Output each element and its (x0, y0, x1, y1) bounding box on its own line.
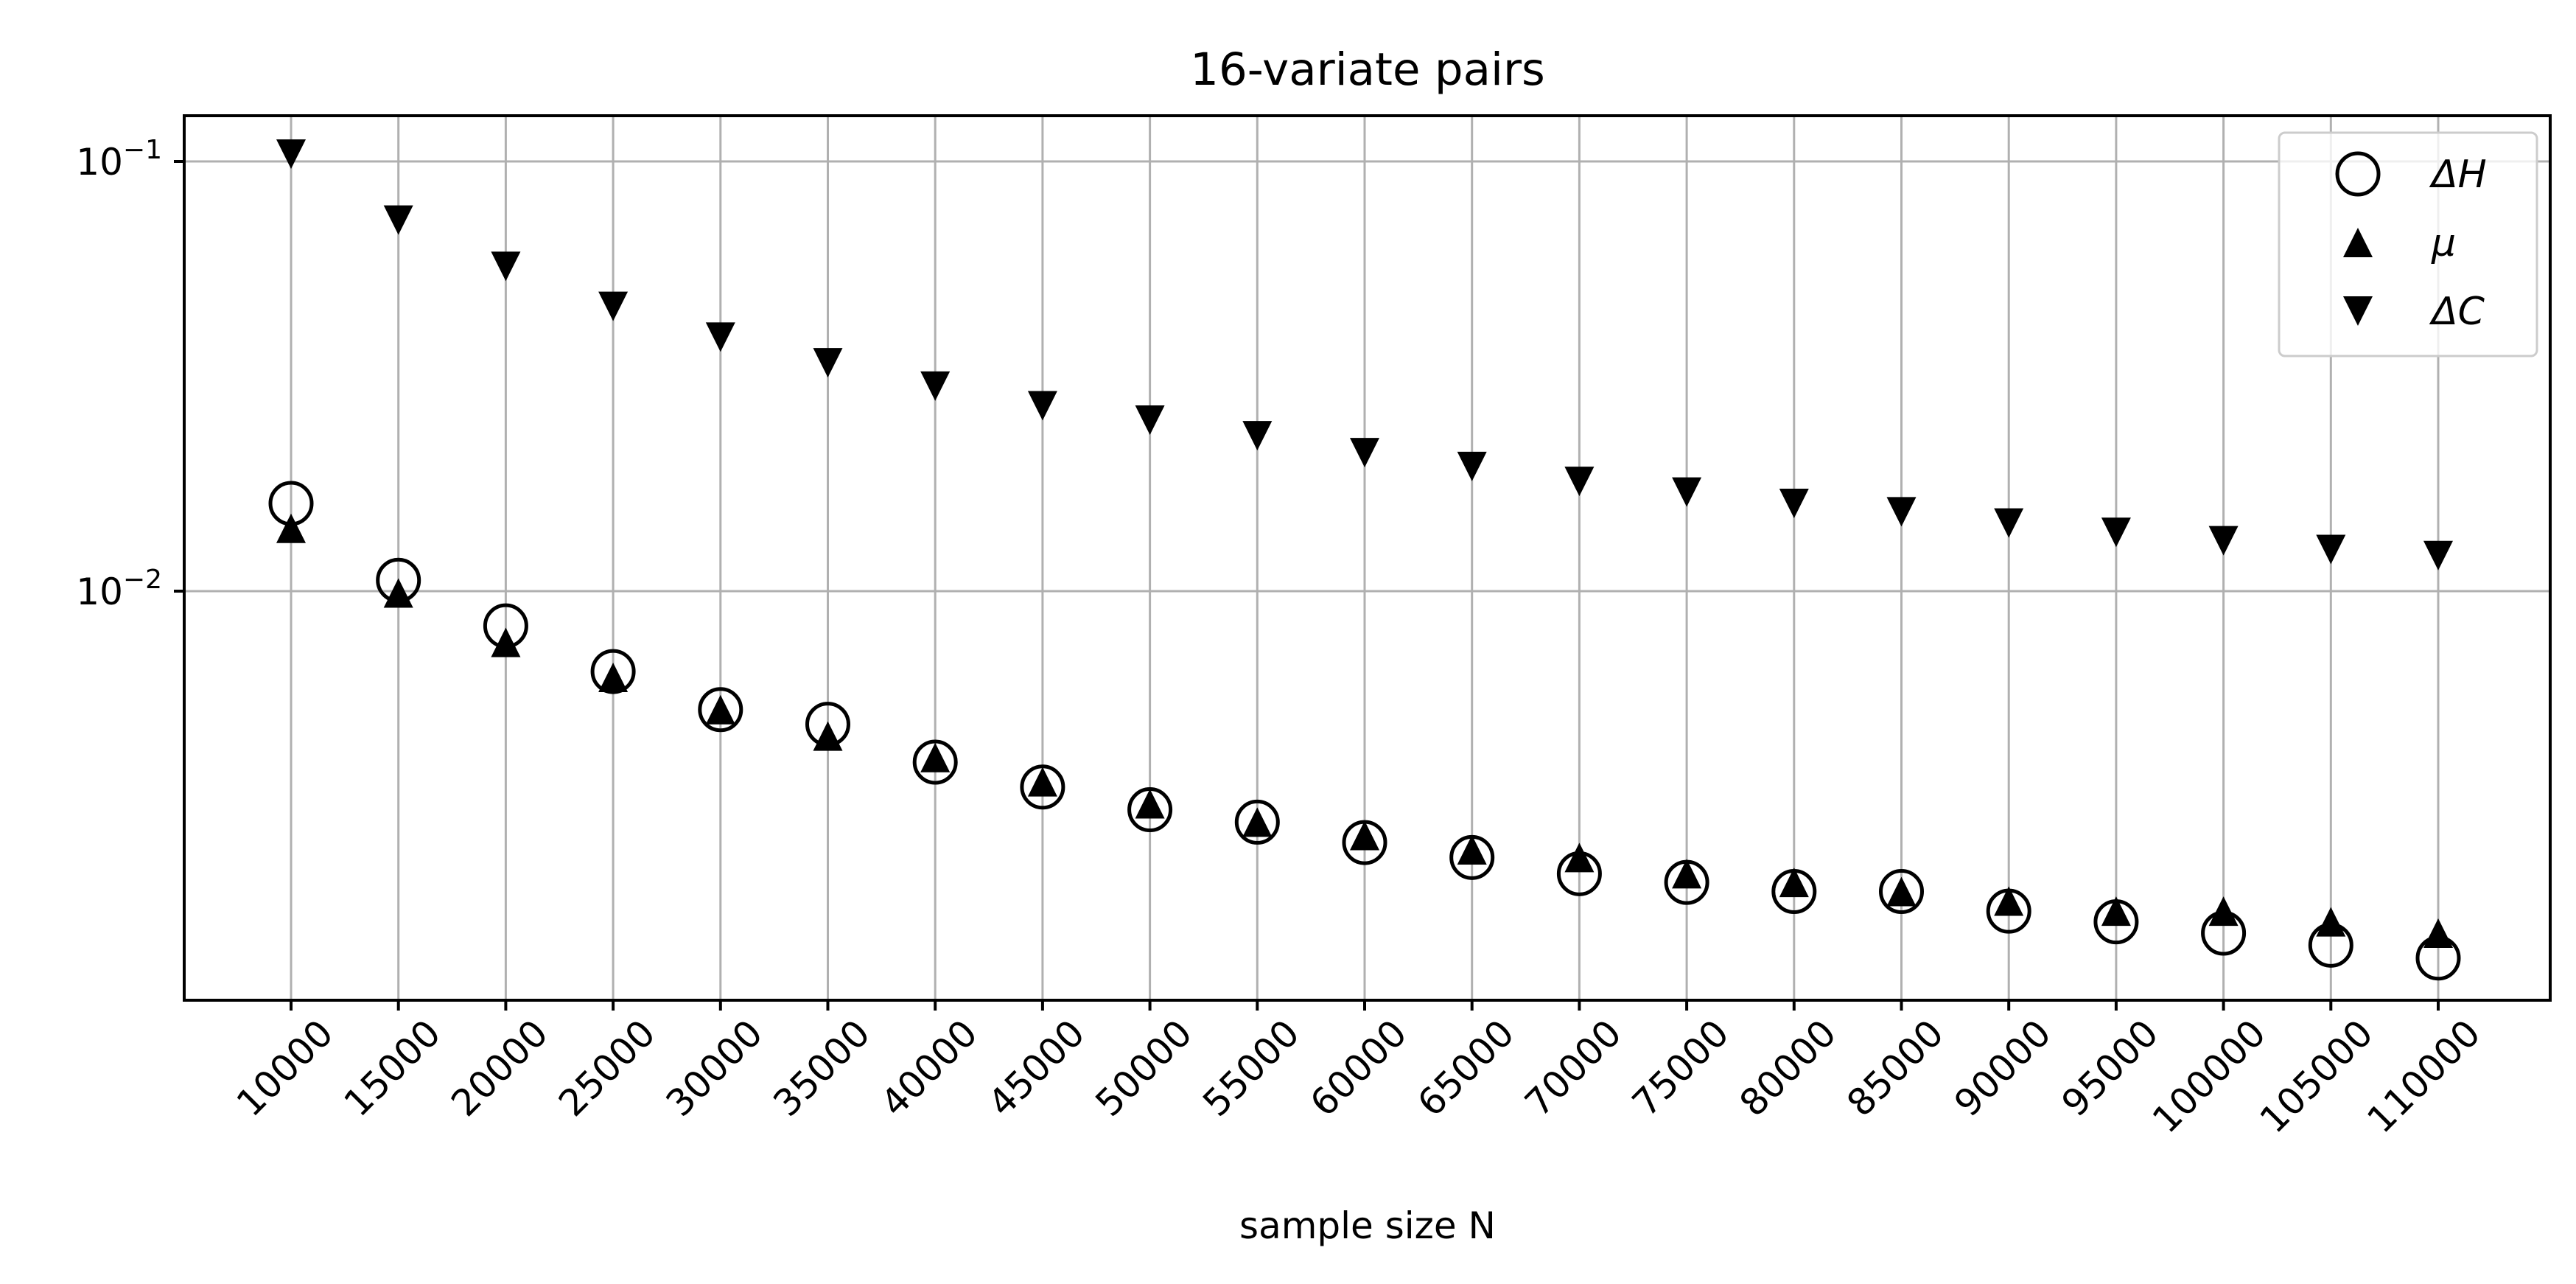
data-point-triangle-down (2316, 534, 2346, 565)
data-point-triangle-down (1994, 508, 2024, 538)
y-axis-ticks: 10−1 10−2 (76, 135, 184, 613)
legend: ΔH μ ΔC (2278, 131, 2538, 357)
data-point-triangle-up (813, 721, 843, 751)
data-point-open-circle (590, 649, 636, 694)
data-point-triangle-up (705, 694, 735, 725)
legend-marker-open-circle (2335, 151, 2381, 197)
chart-title: 16-variate pairs (1190, 43, 1545, 96)
data-point-triangle-down (2423, 540, 2453, 571)
legend-box (2278, 131, 2538, 357)
data-point-open-circle (698, 687, 743, 733)
data-point-triangle-down (491, 251, 521, 282)
y-tick-label: 10−1 (76, 135, 162, 184)
data-point-triangle-up (1779, 868, 1809, 898)
data-point-triangle-down (598, 291, 629, 321)
x-axis-label: sample size N (1239, 1204, 1496, 1247)
legend-label: ΔC (2429, 290, 2485, 334)
data-point-triangle-up (491, 627, 521, 657)
data-point-triangle-up (1135, 789, 1165, 819)
data-point-triangle-down (920, 371, 951, 401)
data-point-triangle-down (1886, 497, 1917, 527)
data-point-open-circle (912, 739, 958, 785)
series-open-circle (268, 481, 2461, 981)
data-point-triangle-up (1350, 820, 1379, 851)
data-point-triangle-up (2423, 918, 2453, 948)
data-point-triangle-down (705, 322, 735, 352)
data-point-triangle-down (2101, 517, 2131, 548)
data-point-triangle-down (383, 205, 413, 235)
data-point-triangle-down (1242, 421, 1273, 451)
data-point-triangle-down (1350, 438, 1379, 468)
data-point-triangle-down (813, 348, 843, 378)
data-point-triangle-up (1027, 767, 1057, 797)
data-point-triangle-up (2208, 896, 2239, 927)
data-point-triangle-down (1457, 451, 1487, 481)
data-point-triangle-down (1027, 391, 1057, 421)
data-point-triangle-down (276, 139, 306, 170)
data-point-triangle-up (1242, 807, 1273, 837)
data-point-triangle-up (1994, 886, 2024, 916)
series-triangle-up (276, 513, 2453, 948)
data-point-triangle-up (2316, 907, 2346, 937)
series-triangle-down (276, 139, 2453, 571)
data-point-triangle-down (1564, 467, 1595, 497)
data-point-triangle-up (1457, 835, 1487, 865)
legend-marker-triangle-up (2343, 228, 2373, 257)
legend-label: μ (2431, 221, 2456, 265)
data-point-triangle-up (2101, 896, 2131, 927)
data-point-open-circle (1234, 799, 1280, 845)
legend-label: ΔH (2429, 153, 2487, 197)
plot-marks (268, 139, 2461, 981)
data-point-triangle-up (920, 742, 951, 772)
data-point-triangle-down (2208, 526, 2239, 556)
data-point-triangle-up (1564, 842, 1595, 873)
plot-frame (183, 114, 2552, 1002)
data-point-triangle-up (383, 578, 413, 608)
data-point-triangle-up (1672, 859, 1702, 889)
data-point-open-circle (1020, 764, 1065, 810)
legend-marker-triangle-down (2343, 296, 2373, 326)
data-point-triangle-down (1779, 488, 1809, 518)
data-point-triangle-up (598, 662, 629, 692)
data-point-triangle-up (1886, 876, 1917, 907)
data-point-triangle-up (276, 513, 306, 543)
y-tick-label: 10−2 (76, 565, 162, 613)
data-point-triangle-down (1135, 405, 1165, 436)
data-point-open-circle (1879, 868, 1924, 914)
data-point-triangle-down (1672, 477, 1702, 507)
